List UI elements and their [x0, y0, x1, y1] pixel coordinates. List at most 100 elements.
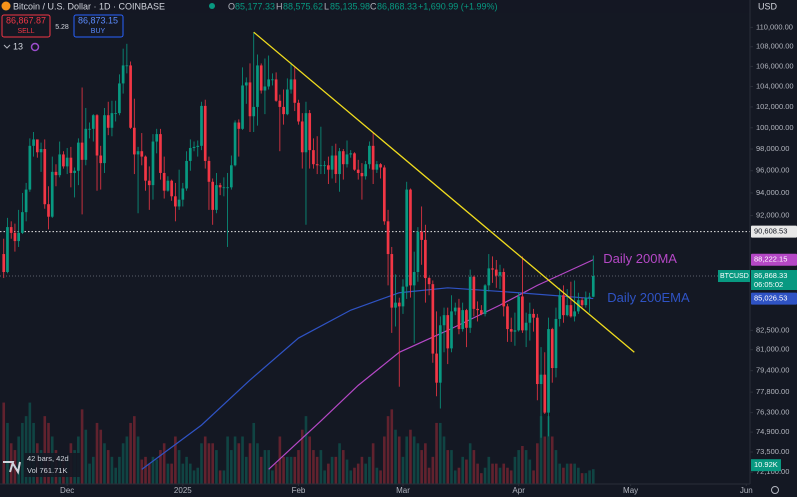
candle-body [17, 232, 20, 242]
sell-button[interactable] [1, 14, 51, 38]
volume-bar [95, 422, 99, 484]
volume-bar [241, 436, 244, 484]
volume-bar [446, 450, 450, 484]
candle-body [121, 65, 125, 84]
volume-bar [159, 450, 162, 484]
candle-body [349, 153, 353, 155]
candle-body [222, 187, 226, 189]
candle-body [353, 153, 356, 170]
candle-body [118, 83, 121, 114]
candle-body [43, 149, 47, 205]
volume-bar [323, 470, 326, 484]
candle-body [177, 199, 181, 207]
volume-bar [110, 456, 114, 484]
market-status[interactable] [209, 3, 215, 9]
volume-bar [569, 463, 573, 484]
candle-body [438, 325, 442, 383]
candle-body [91, 115, 95, 129]
candle-body [226, 187, 229, 189]
buy-button[interactable] [73, 14, 124, 38]
volume-bar [517, 450, 520, 484]
volume-bar [106, 450, 110, 484]
candle-body [170, 180, 173, 197]
candle-body [13, 232, 17, 242]
volume-bar [114, 467, 117, 484]
candle-body [215, 185, 218, 210]
volume-bar [397, 436, 401, 484]
candle-body [259, 65, 263, 91]
c-value: 86,868.33 [377, 1, 417, 11]
candle-body [211, 181, 215, 210]
price-badge-bg [751, 270, 797, 291]
candle-body [491, 268, 494, 270]
indicator-icon[interactable] [30, 42, 40, 52]
volume-bar [562, 467, 565, 484]
collapse-icon[interactable] [3, 44, 11, 49]
volume-bar [591, 469, 595, 484]
candle-body [375, 164, 379, 170]
candle-body [327, 165, 330, 170]
candle-body [103, 115, 106, 164]
candle-body [21, 212, 24, 233]
volume-bar [140, 459, 144, 484]
x-tick-label: Apr [512, 486, 525, 495]
spread: 5.28 [55, 24, 69, 31]
candle-body [62, 154, 65, 167]
candle-body [562, 295, 565, 316]
candle-body [498, 272, 502, 276]
candle-body [28, 145, 32, 190]
candle-body [300, 121, 304, 153]
candle-body [308, 113, 312, 151]
y-tick-label: 98,000.00 [756, 144, 789, 153]
candle-body [162, 172, 166, 191]
price-axis [750, 0, 797, 497]
candle-body [528, 313, 532, 323]
y-tick-label: 104,000.00 [756, 81, 794, 90]
volume-bar [6, 422, 9, 484]
candle-body [285, 89, 289, 115]
volume-bar [293, 456, 297, 484]
volume-bar [536, 443, 539, 484]
volume-bar [364, 463, 367, 484]
indicator-badge: 88,222.15 [754, 255, 787, 264]
volume-bar [353, 467, 356, 484]
time-axis [0, 484, 750, 497]
volume-bar [442, 436, 446, 484]
info-box [24, 453, 80, 477]
candle-body [588, 296, 591, 298]
candle-body [24, 189, 28, 213]
settings-icon[interactable] [771, 486, 779, 494]
candle-body [461, 310, 465, 330]
volume-bar [121, 443, 125, 484]
candle-body [6, 227, 9, 273]
candle-body [73, 170, 76, 173]
indicator-label: Daily 200MA [603, 251, 677, 266]
candle-body [114, 113, 118, 114]
candle-body [297, 102, 300, 122]
volume-bar [248, 443, 252, 484]
volume-bar [43, 416, 47, 484]
volume-bar [147, 463, 151, 484]
candle-body [379, 164, 382, 168]
volume-bar [565, 463, 569, 484]
o-value: 85,177.33 [235, 1, 275, 11]
candle-body [278, 100, 282, 107]
candle-body [188, 147, 192, 161]
candle-body [140, 151, 144, 157]
volume-bar [259, 456, 263, 484]
volume-bar [118, 456, 121, 484]
candle-body [99, 155, 103, 164]
candle-body [569, 305, 573, 317]
volume-bar [222, 470, 226, 484]
volume-bar [506, 467, 509, 484]
candle-body [106, 115, 110, 128]
volume-bar [338, 443, 341, 484]
volume-bar [461, 456, 464, 484]
volume-bar [21, 422, 24, 484]
candle-body [517, 296, 520, 331]
y-tick-label: 77,800.00 [756, 387, 789, 396]
candle-body [341, 151, 345, 165]
volume-bar [91, 456, 95, 484]
candle-body [132, 127, 136, 155]
